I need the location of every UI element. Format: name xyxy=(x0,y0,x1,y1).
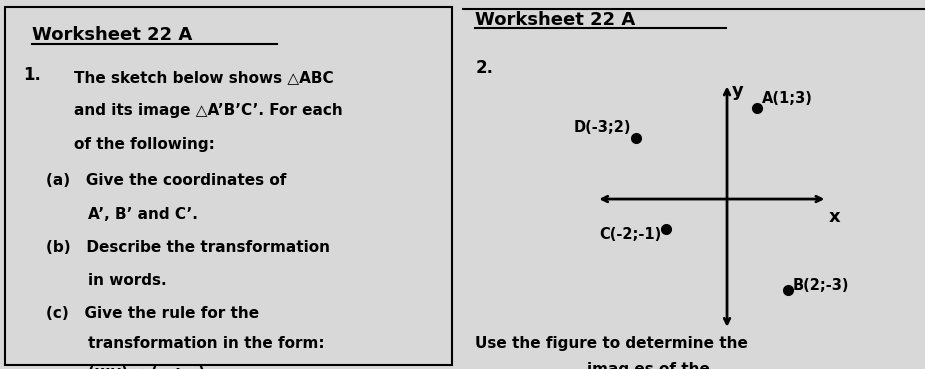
Text: in words.: in words. xyxy=(46,273,166,288)
Text: imag es of the: imag es of the xyxy=(586,362,709,369)
Text: Use the figure to determine the: Use the figure to determine the xyxy=(475,336,748,351)
Text: (b)   Describe the transformation: (b) Describe the transformation xyxy=(46,240,330,255)
Text: Worksheet 22 A: Worksheet 22 A xyxy=(475,11,635,29)
FancyBboxPatch shape xyxy=(5,7,452,365)
Text: B(2;-3): B(2;-3) xyxy=(793,278,849,293)
Text: 1.: 1. xyxy=(23,66,41,85)
Text: of the following:: of the following: xyxy=(74,137,215,152)
Text: The sketch below shows △ABC: The sketch below shows △ABC xyxy=(74,70,334,85)
Text: (c)   Give the rule for the: (c) Give the rule for the xyxy=(46,306,259,321)
Text: (a)   Give the coordinates of: (a) Give the coordinates of xyxy=(46,173,287,189)
Text: transformation in the form:: transformation in the form: xyxy=(46,336,325,351)
Text: C(-2;-1): C(-2;-1) xyxy=(599,227,661,242)
Text: (x;y) → (...;...).: (x;y) → (...;...). xyxy=(46,365,211,369)
Text: D(-3;2): D(-3;2) xyxy=(574,120,631,135)
Text: A(1;3): A(1;3) xyxy=(762,92,813,106)
Text: Worksheet 22 A: Worksheet 22 A xyxy=(32,26,192,44)
Text: 2.: 2. xyxy=(475,59,493,77)
Text: x: x xyxy=(829,208,841,226)
Text: A’, B’ and C’.: A’, B’ and C’. xyxy=(46,207,198,222)
Text: and its image △A’B’C’. For each: and its image △A’B’C’. For each xyxy=(74,103,342,118)
Text: y: y xyxy=(732,82,744,100)
